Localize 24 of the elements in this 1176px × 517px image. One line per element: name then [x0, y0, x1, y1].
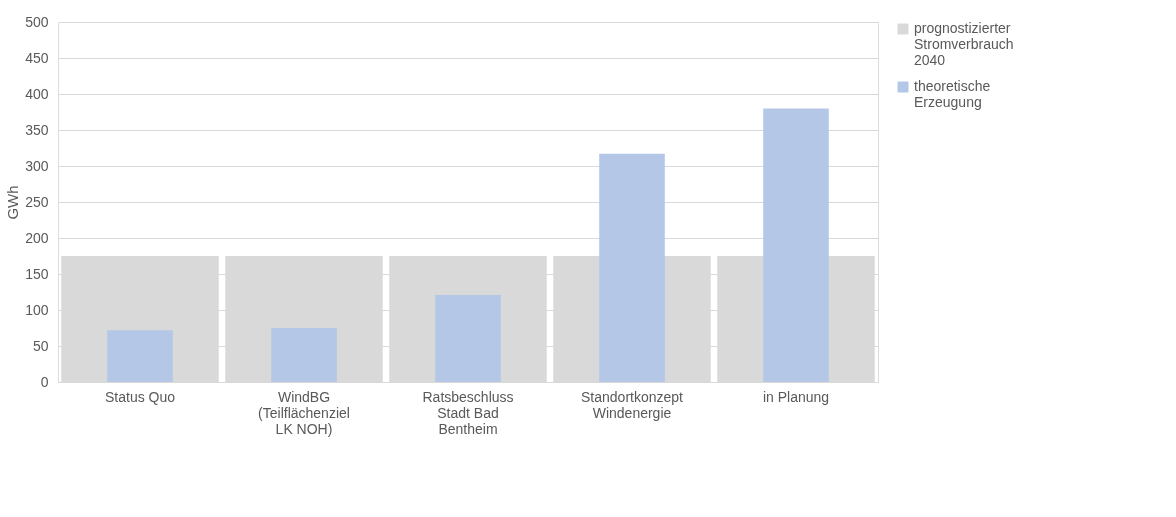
legend-label: theoretische Erzeugung [914, 78, 991, 110]
bar [763, 108, 829, 382]
bar [435, 294, 501, 382]
y-tick-label: 150 [25, 265, 49, 282]
y-tick-label: 500 [25, 13, 49, 30]
y-axis-title: GWh [4, 185, 22, 220]
y-tick-label: 100 [25, 301, 49, 318]
y-tick-label: 350 [25, 121, 49, 138]
y-tick-label: 200 [25, 229, 49, 246]
x-tick-label: in Planung [762, 388, 830, 405]
y-tick-label: 250 [25, 193, 49, 210]
x-tick-label: Standortkonzept Windenergie [581, 388, 684, 421]
y-tick-label: 450 [25, 49, 49, 66]
bar [599, 153, 665, 382]
bar [271, 328, 337, 382]
x-tick-label: Ratsbeschluss Stadt Bad Bentheim [422, 388, 514, 437]
legend-label: prognostizierter Stromverbrauch 2040 [914, 20, 1014, 68]
y-tick-label: 0 [40, 373, 49, 390]
x-tick-label: WindBG (Teilflächenziel LK NOH) [258, 388, 350, 437]
y-tick-label: 300 [25, 157, 49, 174]
bar [107, 330, 173, 382]
y-tick-label: 400 [25, 85, 49, 102]
x-tick-label: Status Quo [104, 388, 176, 405]
y-tick-label: 50 [32, 337, 49, 354]
